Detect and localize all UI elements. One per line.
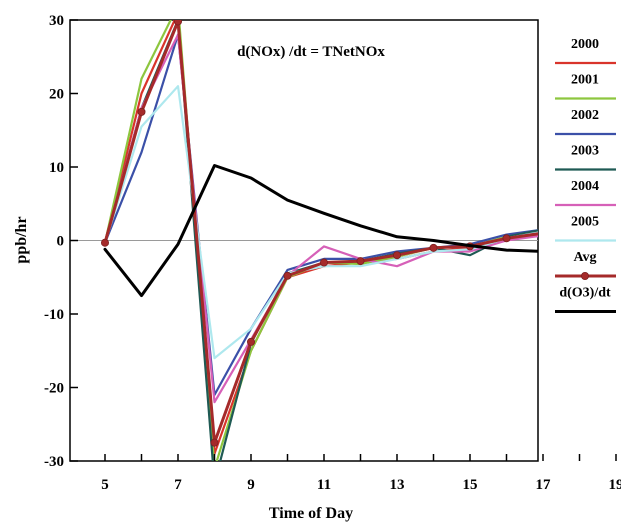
series-line bbox=[103, 164, 538, 298]
series-point bbox=[319, 258, 328, 267]
legend-label: 2002 bbox=[571, 108, 599, 123]
series-point bbox=[539, 230, 546, 237]
series-2005 bbox=[103, 85, 538, 360]
y-tick-label: 0 bbox=[57, 234, 65, 250]
y-tick-label: 20 bbox=[49, 87, 64, 103]
series-point bbox=[174, 20, 182, 26]
series-line bbox=[103, 33, 538, 404]
y-tick-label: -20 bbox=[44, 381, 64, 397]
series-line bbox=[103, 20, 538, 445]
series-d-o3-dt bbox=[103, 164, 538, 298]
y-tick-label: -30 bbox=[44, 454, 64, 470]
legend-item: 2004 bbox=[555, 179, 616, 207]
x-axis-label: Time of Day bbox=[269, 505, 353, 522]
legend-label: d(O3)/dt bbox=[559, 286, 611, 301]
series-point bbox=[392, 251, 401, 260]
legend-label: 2005 bbox=[571, 215, 599, 230]
series-layer bbox=[101, 20, 619, 461]
series-2004 bbox=[103, 33, 538, 404]
series-point bbox=[356, 257, 365, 266]
series-point bbox=[101, 238, 110, 247]
y-tick-label: 30 bbox=[49, 13, 64, 29]
x-tick-label: 5 bbox=[101, 477, 109, 493]
legend-item: 2002 bbox=[555, 108, 616, 136]
series-point bbox=[429, 243, 438, 252]
x-tick-label: 13 bbox=[390, 477, 405, 493]
x-tick-label: 15 bbox=[463, 477, 478, 493]
series-point bbox=[502, 234, 511, 243]
legend-item: 2005 bbox=[555, 215, 616, 242]
y-axis-label: ppb/hr bbox=[13, 216, 30, 263]
series-2003 bbox=[103, 20, 538, 461]
x-tick-label: 9 bbox=[247, 477, 255, 493]
series-point bbox=[137, 107, 146, 116]
legend-item: 2001 bbox=[555, 73, 616, 100]
legend-label: Avg bbox=[573, 250, 596, 265]
y-tick-label: -10 bbox=[44, 307, 64, 323]
legend: 2000 2001 2002 2003 2004 2005 Avg d(O3)/dt bbox=[555, 37, 616, 313]
series-point bbox=[612, 219, 619, 226]
legend-item: 2000 bbox=[555, 37, 616, 65]
legend-item: Avg bbox=[555, 250, 616, 280]
legend-label: 2001 bbox=[571, 73, 599, 88]
series-point bbox=[246, 337, 255, 346]
legend-marker bbox=[581, 271, 590, 280]
series-line bbox=[103, 85, 538, 360]
series-line bbox=[103, 20, 538, 461]
legend-label: 2003 bbox=[571, 144, 599, 159]
legend-item: 2003 bbox=[555, 144, 616, 171]
x-tick-label: 19 bbox=[609, 477, 621, 493]
x-tick-label: 7 bbox=[174, 477, 182, 493]
chart-title: d(NOx) /dt = TNetNOx bbox=[237, 44, 385, 60]
x-tick-label: 11 bbox=[317, 477, 331, 493]
legend-item: d(O3)/dt bbox=[555, 286, 616, 313]
legend-label: 2000 bbox=[571, 37, 599, 52]
x-tick-label: 17 bbox=[536, 477, 552, 493]
legend-label: 2004 bbox=[571, 179, 599, 194]
series-point bbox=[210, 438, 219, 447]
series-avg bbox=[101, 20, 619, 447]
y-tick-label: 10 bbox=[49, 160, 64, 176]
series-point bbox=[283, 271, 292, 280]
